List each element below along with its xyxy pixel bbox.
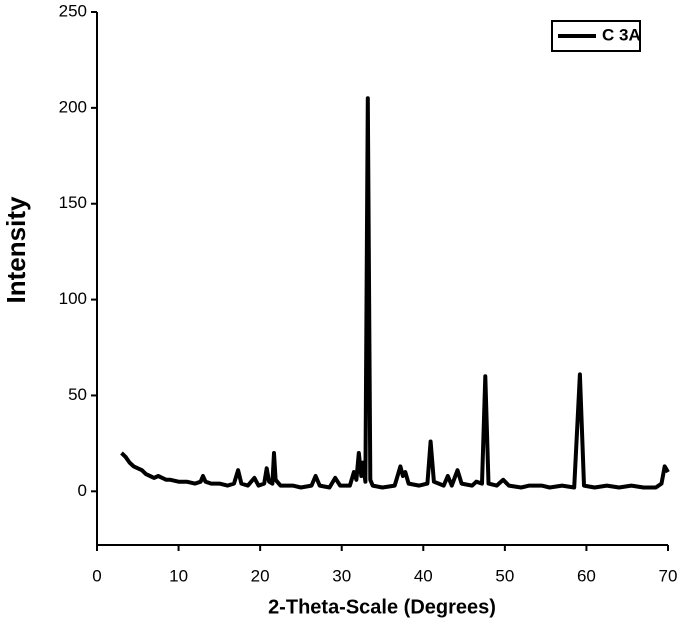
- x-tick-label: 60: [577, 566, 596, 585]
- x-tick-label: 70: [659, 566, 678, 585]
- x-tick-label: 50: [495, 566, 514, 585]
- x-tick-label: 40: [414, 566, 433, 585]
- x-axis-label: 2-Theta-Scale (Degrees): [268, 596, 496, 618]
- y-tick-label: 0: [78, 481, 87, 500]
- data-line: [120, 96, 670, 490]
- y-axis-label: Intensity: [1, 196, 31, 303]
- x-tick-label: 10: [169, 566, 188, 585]
- x-tick-label: 20: [251, 566, 270, 585]
- x-tick-label: 30: [332, 566, 351, 585]
- y-tick-label: 150: [59, 193, 87, 212]
- x-tick-label: 0: [92, 566, 101, 585]
- y-tick-label: 100: [59, 289, 87, 308]
- legend-label: C 3A: [602, 25, 641, 44]
- y-tick-label: 250: [59, 1, 87, 20]
- y-tick-label: 50: [68, 385, 87, 404]
- y-tick-label: 200: [59, 97, 87, 116]
